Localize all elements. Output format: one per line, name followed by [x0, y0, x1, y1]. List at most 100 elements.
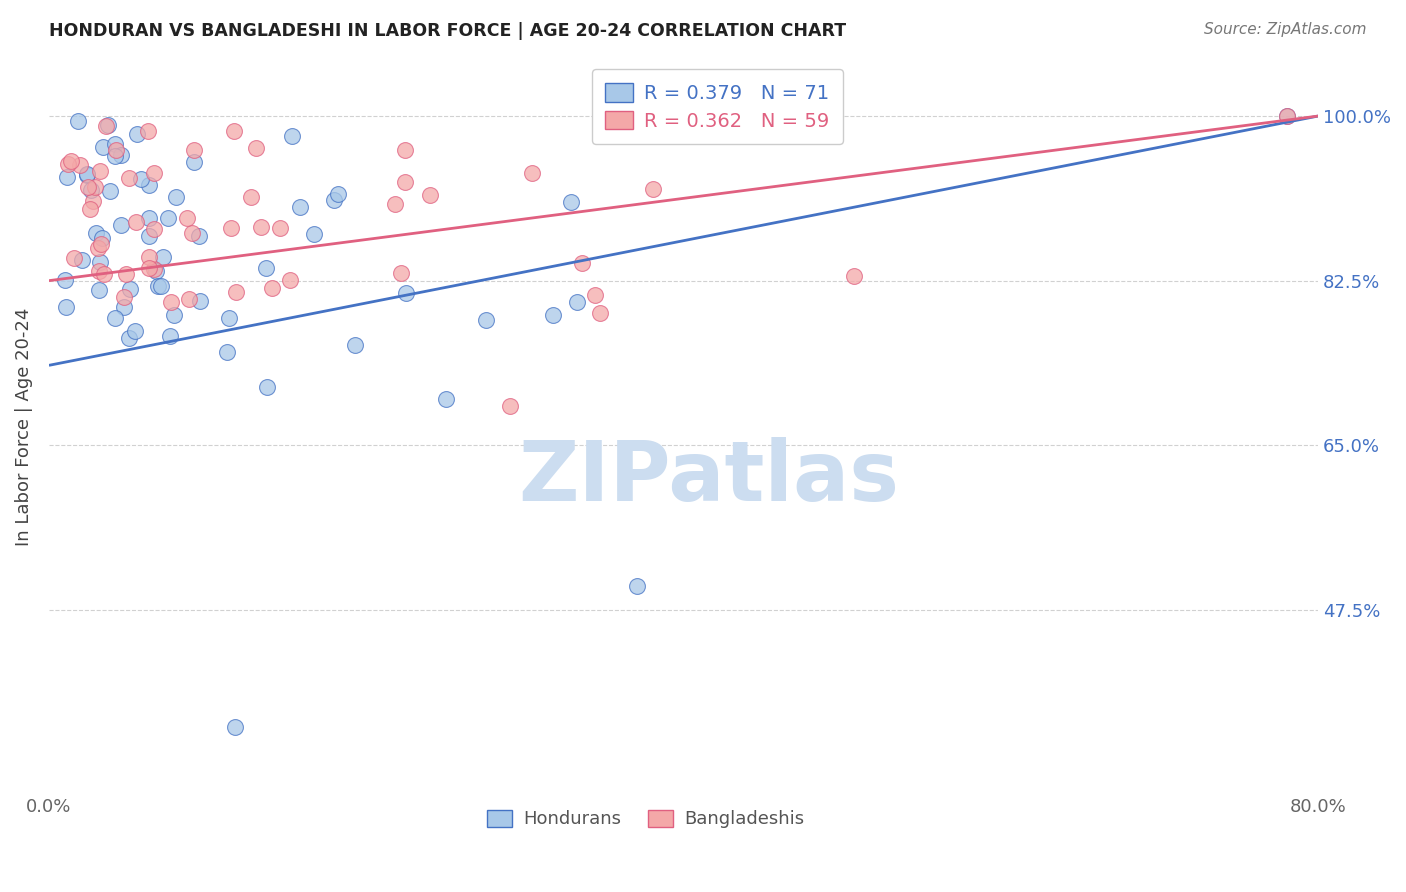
Point	[256, 380, 278, 394]
Point	[96, 119, 118, 133]
Point	[143, 222, 166, 236]
Point	[104, 310, 127, 325]
Point	[77, 179, 100, 194]
Point	[104, 137, 127, 152]
Point	[394, 144, 416, 158]
Point	[138, 228, 160, 243]
Point	[269, 221, 291, 235]
Point	[249, 219, 271, 234]
Text: HONDURAN VS BANGLADESHI IN LABOR FORCE | AGE 20-24 CORRELATION CHART: HONDURAN VS BANGLADESHI IN LABOR FORCE |…	[49, 22, 846, 40]
Point	[55, 300, 77, 314]
Point	[138, 211, 160, 226]
Point	[626, 579, 648, 593]
Point	[384, 197, 406, 211]
Point	[87, 241, 110, 255]
Point	[146, 279, 169, 293]
Point	[188, 293, 211, 308]
Point	[91, 231, 114, 245]
Point	[343, 337, 366, 351]
Point	[82, 194, 104, 208]
Point	[434, 392, 457, 406]
Point	[62, 251, 84, 265]
Point	[157, 211, 180, 225]
Point	[225, 285, 247, 299]
Point	[419, 188, 441, 202]
Point	[124, 324, 146, 338]
Point	[239, 190, 262, 204]
Point	[183, 143, 205, 157]
Point	[114, 300, 136, 314]
Point	[55, 169, 77, 184]
Point	[177, 293, 200, 307]
Point	[176, 211, 198, 225]
Point	[218, 311, 240, 326]
Point	[163, 308, 186, 322]
Point	[110, 219, 132, 233]
Point	[91, 140, 114, 154]
Point	[118, 331, 141, 345]
Point	[89, 264, 111, 278]
Text: ZIPatlas: ZIPatlas	[519, 437, 900, 518]
Point	[125, 128, 148, 142]
Point	[224, 721, 246, 735]
Point	[110, 148, 132, 162]
Point	[104, 149, 127, 163]
Point	[583, 288, 606, 302]
Point	[183, 154, 205, 169]
Point	[145, 264, 167, 278]
Point	[571, 256, 593, 270]
Y-axis label: In Labor Force | Age 20-24: In Labor Force | Age 20-24	[15, 307, 32, 546]
Point	[215, 345, 238, 359]
Point	[138, 261, 160, 276]
Point	[842, 268, 865, 283]
Point	[1275, 109, 1298, 123]
Point	[326, 187, 349, 202]
Point	[56, 157, 79, 171]
Point	[138, 178, 160, 193]
Point	[84, 227, 107, 241]
Point	[124, 214, 146, 228]
Point	[475, 313, 498, 327]
Point	[560, 195, 582, 210]
Point	[70, 253, 93, 268]
Point	[79, 202, 101, 217]
Point	[100, 184, 122, 198]
Point	[389, 266, 412, 280]
Legend: Hondurans, Bangladeshis: Hondurans, Bangladeshis	[479, 803, 811, 836]
Point	[104, 144, 127, 158]
Point	[76, 168, 98, 182]
Point	[541, 308, 564, 322]
Point	[89, 283, 111, 297]
Point	[84, 179, 107, 194]
Point	[254, 261, 277, 276]
Point	[565, 295, 588, 310]
Point	[281, 129, 304, 144]
Point	[76, 167, 98, 181]
Point	[93, 267, 115, 281]
Point	[118, 282, 141, 296]
Point	[589, 306, 612, 320]
Point	[181, 226, 204, 240]
Point	[288, 200, 311, 214]
Point	[165, 190, 187, 204]
Point	[97, 118, 120, 132]
Text: Source: ZipAtlas.com: Source: ZipAtlas.com	[1204, 22, 1367, 37]
Point	[395, 285, 418, 300]
Point	[53, 273, 76, 287]
Point	[69, 158, 91, 172]
Point	[222, 124, 245, 138]
Point	[520, 166, 543, 180]
Point	[278, 273, 301, 287]
Point	[129, 172, 152, 186]
Point	[89, 255, 111, 269]
Point	[138, 250, 160, 264]
Point	[643, 182, 665, 196]
Point	[394, 175, 416, 189]
Point	[136, 124, 159, 138]
Point	[89, 164, 111, 178]
Point	[59, 153, 82, 168]
Point	[115, 268, 138, 282]
Point	[80, 183, 103, 197]
Point	[221, 220, 243, 235]
Point	[67, 114, 90, 128]
